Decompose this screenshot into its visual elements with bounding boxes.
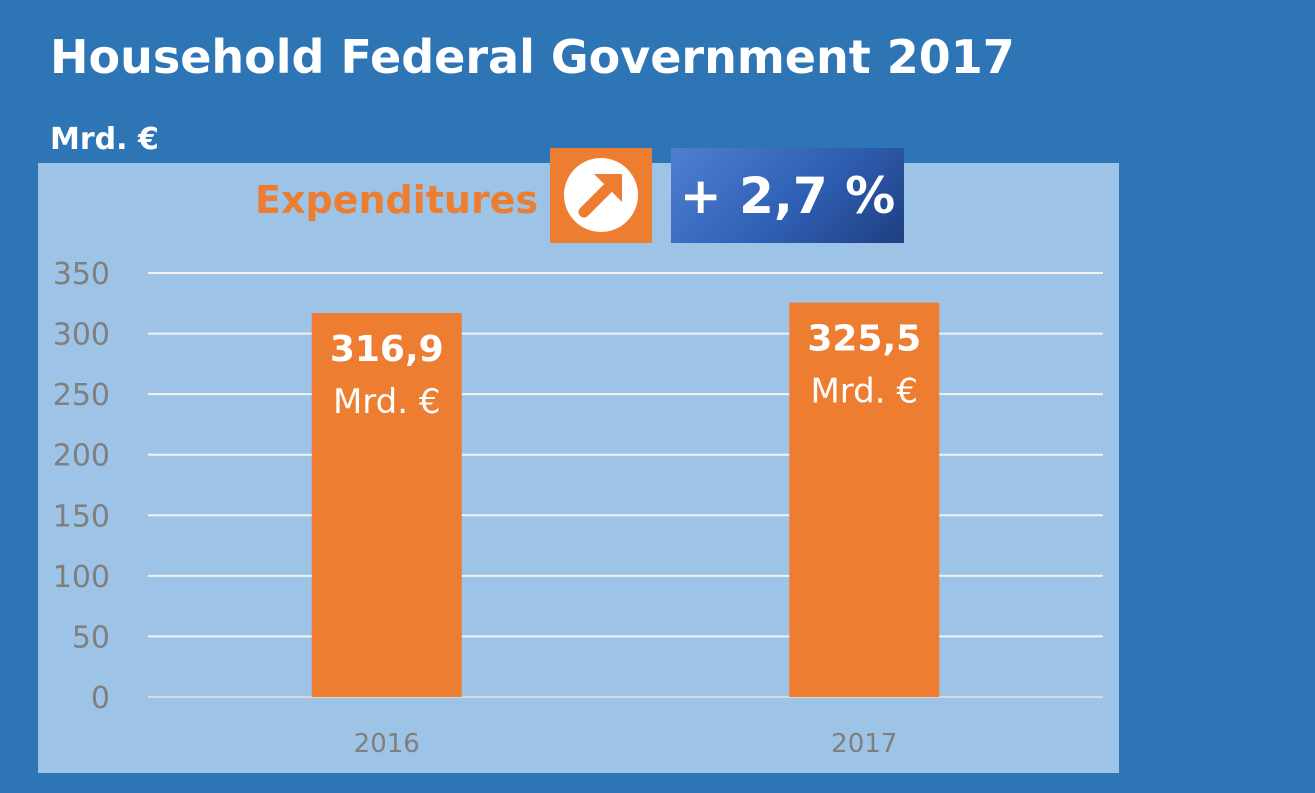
- y-tick-label: 100: [53, 560, 110, 595]
- x-tick-label: 2017: [831, 729, 897, 759]
- bar-value-label: 325,5: [807, 319, 921, 360]
- bar: [311, 313, 462, 697]
- y-tick-label: 200: [53, 439, 110, 474]
- x-tick-label: 2016: [354, 729, 420, 759]
- bar-unit-label: Mrd. €: [810, 372, 918, 412]
- y-tick-label: 250: [53, 378, 110, 413]
- y-tick-label: 350: [53, 257, 110, 292]
- y-tick-label: 150: [53, 499, 110, 534]
- bar: [789, 302, 940, 697]
- bar-unit-label: Mrd. €: [333, 382, 441, 422]
- expenditures-label: Expenditures: [255, 178, 539, 222]
- page-title: Household Federal Government 2017: [50, 30, 1015, 84]
- unit-label: Mrd. €: [50, 122, 159, 157]
- change-badge: + 2,7 %: [671, 148, 904, 243]
- y-tick-label: 300: [53, 318, 110, 353]
- y-tick-label: 0: [91, 681, 110, 716]
- bar-value-label: 316,9: [330, 329, 444, 370]
- up-right-arrow-icon: [550, 148, 652, 243]
- y-tick-label: 50: [72, 620, 110, 655]
